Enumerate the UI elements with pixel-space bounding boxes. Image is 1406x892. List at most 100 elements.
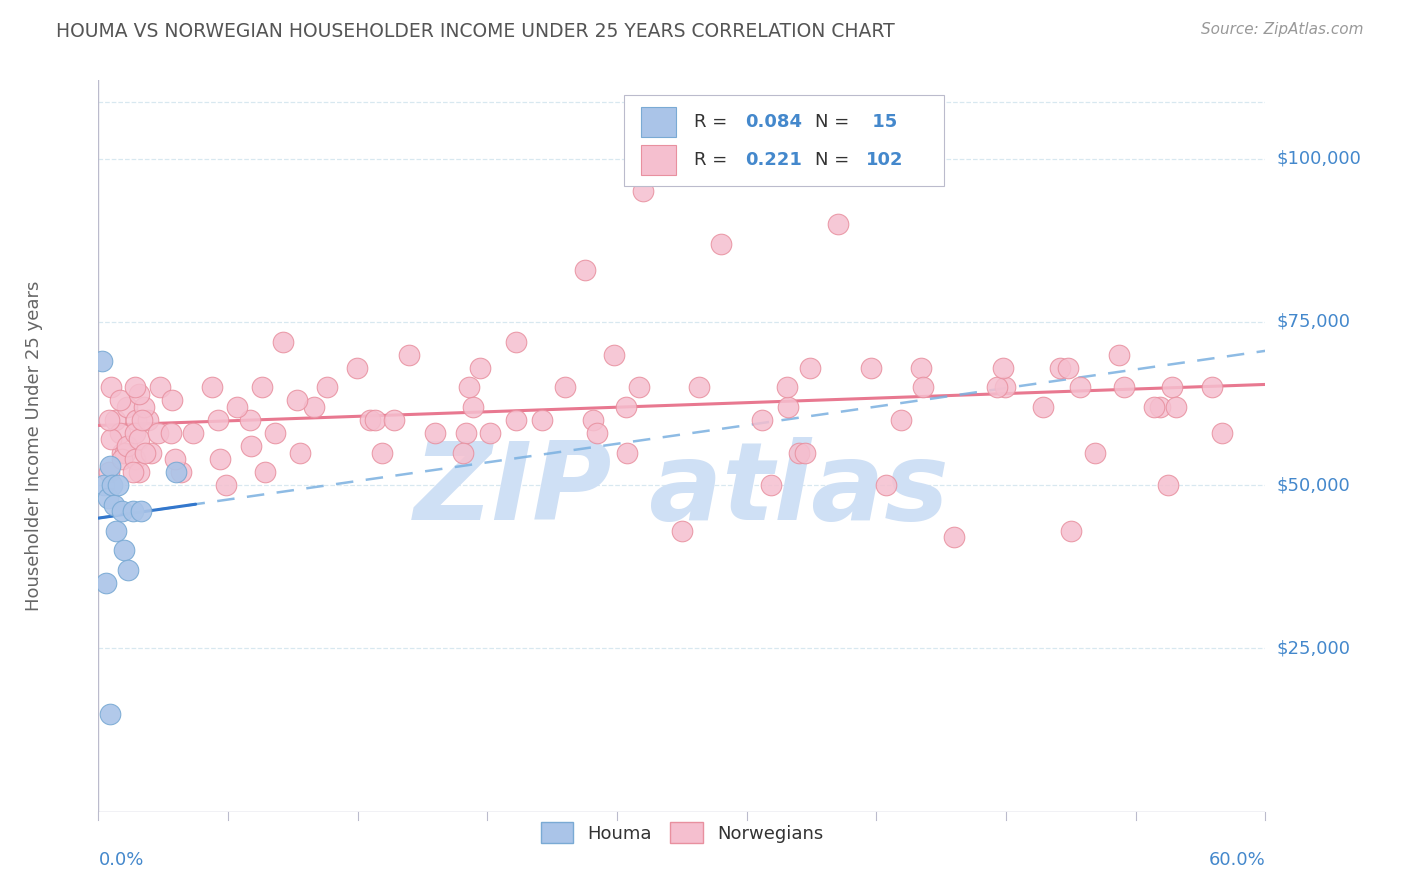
Point [111,445,134,459]
Point [776,400,799,414]
Text: HOUMA VS NORWEGIAN HOUSEHOLDER INCOME UNDER 25 YEARS CORRELATION CHART: HOUMA VS NORWEGIAN HOUSEHOLDER INCOME UN… [56,22,896,41]
Point [603,347,626,362]
Point [124,380,146,394]
Point [1049,360,1071,375]
Point [103,498,125,512]
Point [117,563,139,577]
Bar [641,145,676,175]
Point [463,400,485,414]
Point [250,380,273,394]
Point [146,425,169,440]
Point [1084,445,1107,459]
Point [160,393,183,408]
Point [671,524,693,538]
Point [93,478,115,492]
Point [238,413,260,427]
Point [104,413,127,427]
Point [215,478,238,492]
Point [531,413,554,427]
Point [112,543,135,558]
Point [285,393,308,408]
Point [688,380,710,394]
Point [890,413,912,427]
Point [470,360,492,375]
Bar [641,107,676,136]
Point [134,400,156,414]
Point [1166,400,1188,414]
Point [554,380,576,394]
Text: 0.0%: 0.0% [98,851,143,869]
Point [505,413,527,427]
Point [478,425,501,440]
Text: Householder Income Under 25 years: Householder Income Under 25 years [25,281,44,611]
Point [97,491,120,506]
Point [98,706,121,721]
Point [991,360,1014,375]
Point [1108,347,1130,362]
Point [1032,400,1054,414]
Text: $25,000: $25,000 [1277,640,1351,657]
Point [1157,478,1180,492]
Point [124,452,146,467]
Point [181,425,204,440]
Point [149,380,172,394]
Point [382,413,405,427]
Point [134,445,156,459]
Point [108,393,131,408]
Point [98,465,121,479]
Point [128,465,150,479]
Text: $100,000: $100,000 [1277,150,1361,168]
Point [1060,524,1083,538]
Point [271,334,294,349]
Point [751,413,773,427]
Text: R =: R = [693,113,733,131]
Point [574,262,596,277]
Point [163,452,186,467]
Point [423,425,446,440]
Point [114,445,136,459]
Point [793,445,815,459]
Point [141,445,163,459]
Point [1149,400,1171,414]
Point [398,347,420,362]
Point [943,530,966,544]
Point [994,380,1017,394]
Point [458,380,481,394]
Point [136,413,159,427]
Legend: Houma, Norwegians: Houma, Norwegians [533,815,831,850]
Text: 60.0%: 60.0% [1209,851,1265,869]
Point [1114,380,1136,394]
Point [614,400,637,414]
Point [122,465,145,479]
Point [101,478,124,492]
Text: N =: N = [815,151,855,169]
FancyBboxPatch shape [624,95,945,186]
Point [200,380,222,394]
Point [288,445,311,459]
Point [253,465,276,479]
Point [98,458,121,473]
Point [875,478,897,492]
Text: ZIP atlas: ZIP atlas [413,437,950,543]
Text: 102: 102 [866,151,904,169]
Point [129,504,152,518]
Point [911,380,934,394]
Point [131,413,153,427]
Point [451,445,474,459]
Point [370,445,392,459]
Point [582,413,605,427]
Point [115,400,138,414]
Point [759,478,782,492]
Point [904,152,927,166]
Point [631,184,654,198]
Text: $75,000: $75,000 [1277,313,1351,331]
Point [1057,360,1080,375]
Point [96,576,118,591]
Point [359,413,381,427]
Point [108,425,131,440]
Point [910,360,932,375]
Point [107,478,129,492]
Point [616,445,638,459]
Point [627,380,650,394]
Point [125,413,148,427]
